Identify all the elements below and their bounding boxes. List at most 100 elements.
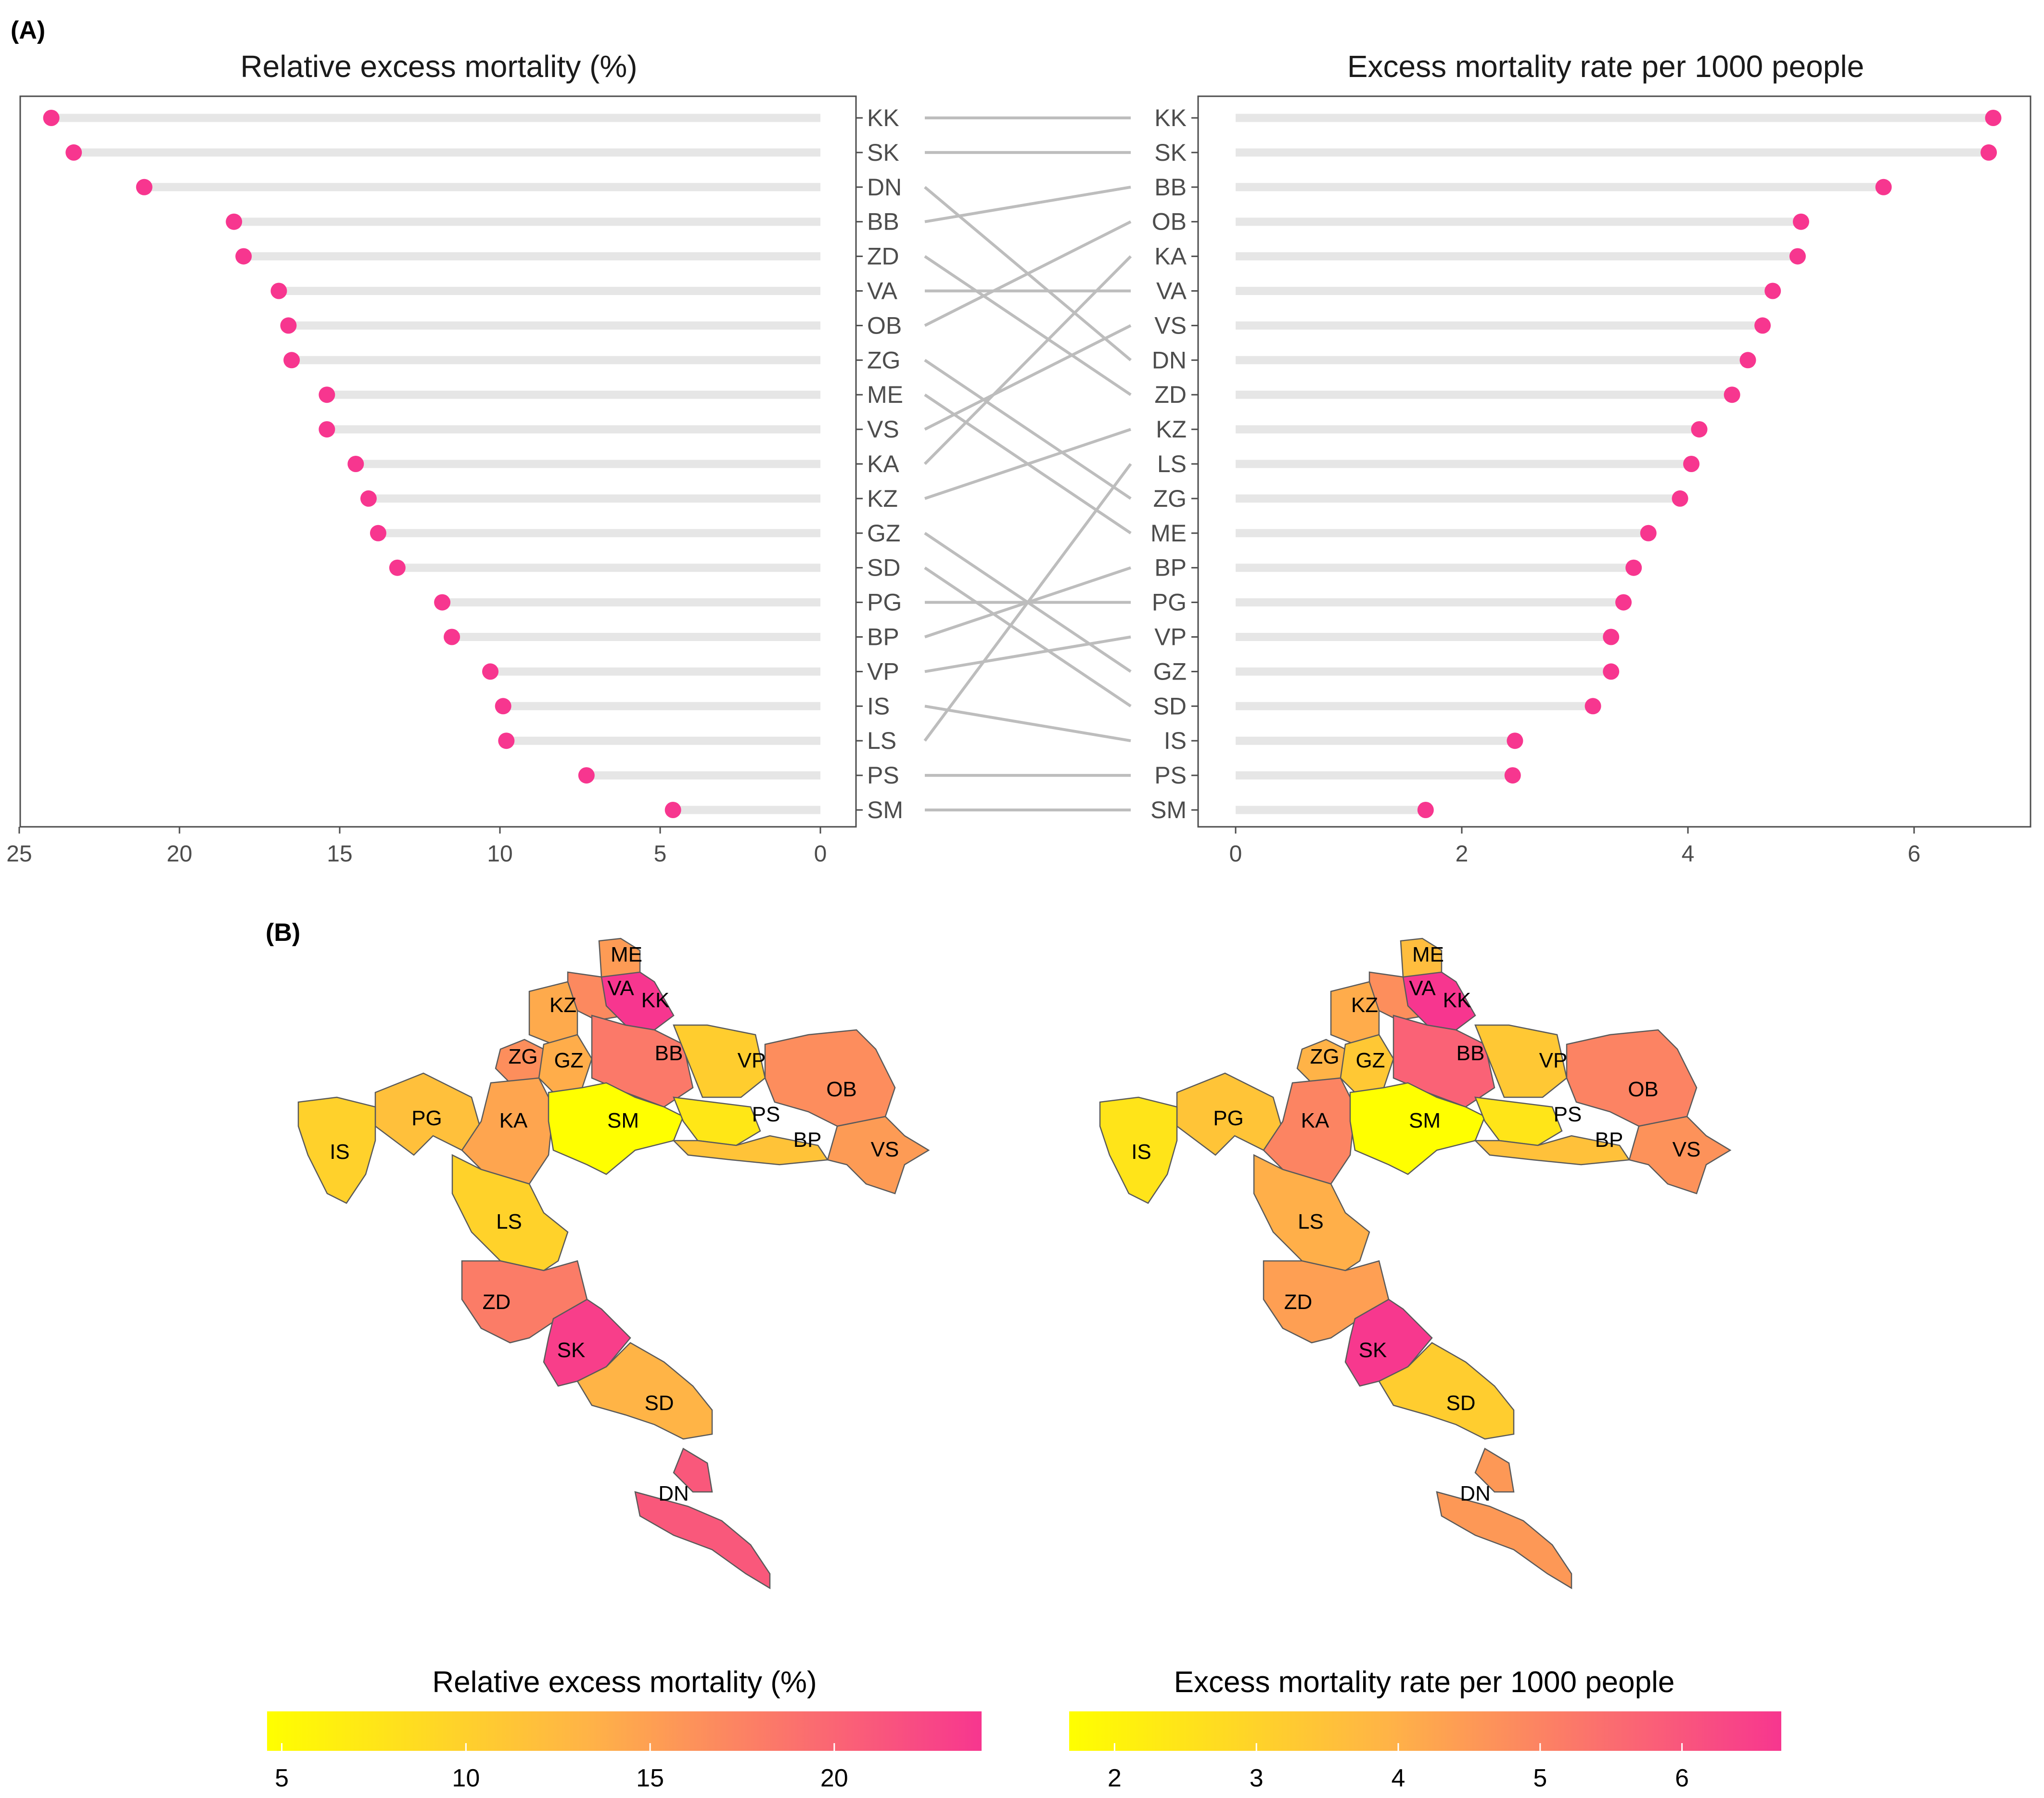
region-BB <box>591 1015 694 1108</box>
category-label-left: PG <box>867 589 902 616</box>
x-tick-label-right: 0 <box>1229 841 1242 867</box>
region-SD <box>576 1342 713 1440</box>
dot-right-SM <box>1417 802 1434 818</box>
dot-left-PS <box>578 767 595 784</box>
dot-right-DN <box>1739 352 1756 369</box>
dot-right-KK <box>1985 110 2002 126</box>
region-DN <box>1436 1448 1572 1590</box>
category-label-left: IS <box>867 693 890 719</box>
region-label-IS: IS <box>330 1140 350 1164</box>
region-label-DN: DN <box>1460 1482 1491 1505</box>
panel-label-a: (A) <box>11 16 45 44</box>
dot-left-OB <box>280 317 297 334</box>
category-label-left: SM <box>867 796 903 823</box>
region-label-SD: SD <box>644 1391 674 1415</box>
region-label-PS: PS <box>752 1103 780 1126</box>
category-label-left: KZ <box>867 485 898 512</box>
dot-right-ZG <box>1672 490 1688 507</box>
x-tick-label-right: 2 <box>1456 841 1469 867</box>
legend-tick-label: 4 <box>1392 1764 1405 1792</box>
dot-right-ZD <box>1724 386 1740 403</box>
region-label-BP: BP <box>1595 1128 1623 1152</box>
panel-label-b: (B) <box>266 919 300 947</box>
colorbar-relative <box>267 1711 982 1751</box>
choropleth-map-rate: ME VA KK KZ ZG GZ BB VP OB PG KA SM PS BP VS IS LS ZD SK SD… <box>1099 938 1732 1590</box>
dot-left-BB <box>226 213 243 230</box>
region-PS <box>1474 1096 1563 1146</box>
legend-tick-label: 5 <box>275 1764 289 1792</box>
region-label-BB: BB <box>1456 1041 1485 1065</box>
dot-right-LS <box>1683 456 1700 472</box>
category-label-right: SK <box>1154 139 1187 166</box>
legend-relative: Relative excess mortality (%) 5 10 15 20 <box>267 1666 982 1792</box>
region-label-BB: BB <box>655 1041 683 1065</box>
x-tick-label-left: 15 <box>327 841 352 867</box>
category-label-left: ZD <box>867 243 899 270</box>
region-BP <box>672 1135 829 1166</box>
region-SD <box>1378 1342 1515 1440</box>
legend-tick-label: 3 <box>1250 1764 1264 1792</box>
region-VP <box>1474 1024 1568 1098</box>
region-PG <box>1176 1072 1284 1156</box>
dot-right-KZ <box>1691 421 1708 438</box>
category-label-left: VP <box>867 658 899 685</box>
region-label-SM: SM <box>607 1109 639 1132</box>
connector-ZD <box>924 255 1132 396</box>
region-label-VA: VA <box>607 976 634 1000</box>
dot-right-PS <box>1504 767 1521 784</box>
region-IS <box>297 1096 376 1204</box>
x-tick-label-right: 6 <box>1908 841 1921 867</box>
region-VS <box>827 1116 930 1194</box>
dot-left-KZ <box>360 490 377 507</box>
dot-left-SK <box>65 144 82 161</box>
category-label-left: SK <box>867 139 899 166</box>
region-PS <box>673 1096 761 1146</box>
region-label-KZ: KZ <box>1351 993 1378 1017</box>
region-label-VP: VP <box>738 1049 766 1072</box>
region-label-IS: IS <box>1131 1140 1151 1164</box>
region-label-KK: KK <box>641 989 670 1012</box>
region-label-ME: ME <box>611 943 642 966</box>
region-label-ZD: ZD <box>1284 1290 1313 1314</box>
category-label-left: BP <box>867 624 899 651</box>
category-label-right: ZG <box>1153 485 1187 512</box>
region-label-ZG: ZG <box>1310 1045 1339 1068</box>
dot-right-GZ <box>1603 663 1620 680</box>
category-label-right: PS <box>1154 762 1187 789</box>
category-label-right: OB <box>1152 208 1187 235</box>
region-label-DN: DN <box>658 1482 689 1505</box>
region-label-LS: LS <box>1298 1210 1324 1233</box>
legend-tick-label: 2 <box>1108 1764 1122 1792</box>
dot-left-SD <box>389 559 406 576</box>
region-label-KZ: KZ <box>549 993 576 1017</box>
x-tick-label-left: 0 <box>814 841 827 867</box>
dot-left-ZD <box>235 248 252 265</box>
connector-IS <box>924 705 1131 743</box>
region-DN <box>634 1448 771 1590</box>
region-IS <box>1099 1096 1178 1204</box>
legend-title-relative: Relative excess mortality (%) <box>432 1666 817 1699</box>
region-label-KA: KA <box>1301 1109 1329 1132</box>
category-label-right: IS <box>1164 727 1187 754</box>
dot-left-SM <box>664 802 681 818</box>
region-label-OB: OB <box>826 1078 857 1101</box>
dot-right-SD <box>1584 698 1601 715</box>
dot-right-OB <box>1793 213 1809 230</box>
dot-left-DN <box>136 179 153 195</box>
category-label-right: SM <box>1150 796 1187 823</box>
category-label-left: LS <box>867 727 896 754</box>
region-KK <box>600 971 675 1031</box>
dot-right-IS <box>1507 732 1523 749</box>
chart-title-relative: Relative excess mortality (%) <box>240 49 637 84</box>
region-BP <box>1473 1135 1631 1166</box>
region-LS <box>1253 1154 1370 1271</box>
connector-VS <box>924 324 1132 431</box>
region-label-KA: KA <box>499 1109 528 1132</box>
region-label-ME: ME <box>1412 943 1444 966</box>
connector-ZG <box>924 359 1132 500</box>
dot-left-VA <box>270 283 287 299</box>
region-label-SK: SK <box>557 1338 586 1362</box>
dot-left-ME <box>319 386 335 403</box>
category-label-right: SD <box>1153 693 1187 719</box>
category-label-right: KK <box>1154 104 1187 131</box>
